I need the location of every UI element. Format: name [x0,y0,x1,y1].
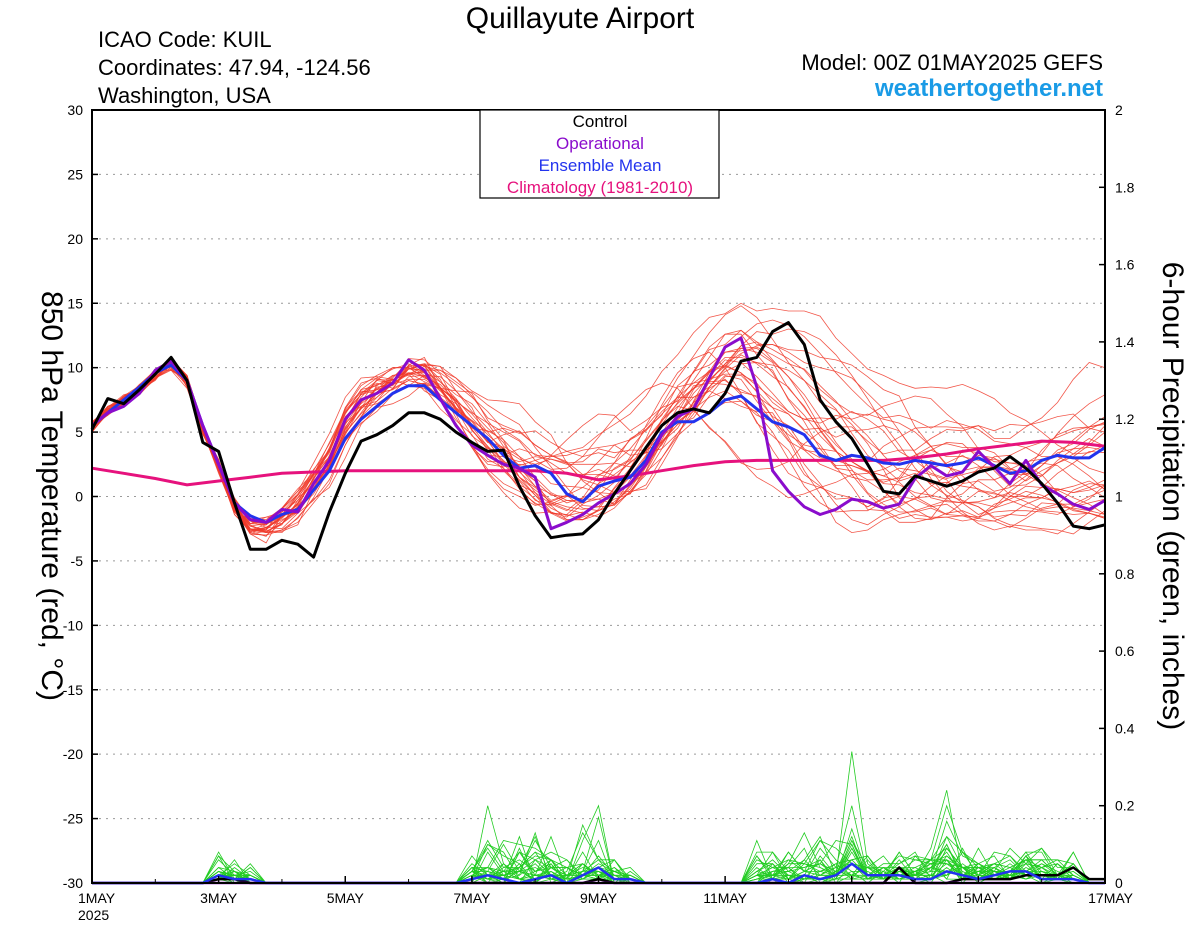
y-tick-label: -15 [63,682,83,698]
y-tick-label: 5 [75,424,83,440]
y-tick-label: -10 [63,617,83,633]
ensemble-member-temp-line [91,356,1106,526]
main-series-layer [90,321,1106,885]
y-tick-label: -20 [63,746,83,762]
coordinates: Coordinates: 47.94, -124.56 [98,55,371,80]
y2-tick-label: 0.8 [1115,566,1135,582]
x-tick-label: 17MAY [1088,890,1134,906]
model-run: Model: 00Z 01MAY2025 GEFS [801,50,1103,75]
y-tick-label: -5 [71,553,84,569]
y2-tick-label: 1.8 [1115,179,1135,195]
chart-legend: Control Operational Ensemble Mean Climat… [479,109,720,199]
y-tick-label: 0 [75,489,83,505]
legend-control: Control [573,112,628,131]
ensemble-member-temp-line [91,333,1106,534]
legend-box [479,109,720,199]
legend-operational: Operational [556,134,644,153]
y2-tick-label: 0.6 [1115,643,1135,659]
x-tick-label: 13MAY [829,890,875,906]
ensemble-members-layer [91,302,1106,544]
station-info: ICAO Code: KUIL Coordinates: 47.94, -124… [98,26,371,110]
ensemble-member-temp-line [91,357,1106,523]
y2-tick-label: 0.4 [1115,720,1135,736]
y-tick-label: -30 [63,875,83,891]
x-tick-label: 15MAY [956,890,1002,906]
y2-tick-label: 1 [1115,489,1123,505]
y-tick-label: 20 [67,231,83,247]
ensemble-member-temp-line [91,328,1106,535]
y2-tick-label: 1.4 [1115,334,1135,350]
ensemble-member-precip-line [92,823,1105,884]
gridlines [92,173,1105,820]
operational-line [91,336,1106,531]
ensemble-member-temp-line [91,360,1106,531]
ensemble-member-temp-line [91,341,1106,532]
legend-ensemble-mean: Ensemble Mean [539,156,662,175]
ensemble-member-temp-line [91,319,1106,532]
y-tick-label: 25 [67,166,83,182]
y-tick-label: 10 [67,360,83,376]
y-tick-label: 30 [67,102,83,118]
y2-axis-label: 6-hour Precipitation (green, inches) [1156,262,1189,731]
y2-tick-label: 1.2 [1115,411,1135,427]
y2-tick-label: 2 [1115,102,1123,118]
y2-tick-label: 0 [1115,875,1123,891]
x-tick-label: 5MAY [327,890,365,906]
x-tick-label: 9MAY [580,890,618,906]
x-tick-label: 11MAY [703,890,747,906]
y-tick-label: 15 [67,295,83,311]
x-tick-label: 1MAY [78,890,116,906]
precip-members-layer [92,751,1105,884]
y-axis-label: 850 hPa Temperature (red, °C) [35,291,68,701]
x-tick-label: 7MAY [453,890,491,906]
x-tick-label: 3MAY [200,890,238,906]
y2-tick-label: 0.2 [1115,798,1135,814]
ensemble-member-temp-line [91,329,1106,521]
legend-climatology: Climatology (1981-2010) [507,178,693,197]
axes-layer: 302520151050-5-10-15-20-25-3021.81.61.41… [63,102,1135,923]
page-title: Quillayute Airport [465,2,695,35]
ensemble-member-temp-line [91,360,1106,537]
control-line [90,321,1106,559]
ensemble-member-temp-line [91,361,1106,535]
y2-tick-label: 1.6 [1115,257,1135,273]
climatology-line [91,439,1106,487]
location: Washington, USA [98,83,271,108]
site-link[interactable]: weathertogether.net [874,75,1103,102]
x-tick-sublabel: 2025 [78,907,109,923]
ensemble-member-temp-line [91,302,1106,525]
mean-precip-line [92,862,1105,885]
y-tick-label: -25 [63,811,83,827]
icao-code: ICAO Code: KUIL [98,27,272,52]
ensemble-member-temp-line [91,347,1106,534]
